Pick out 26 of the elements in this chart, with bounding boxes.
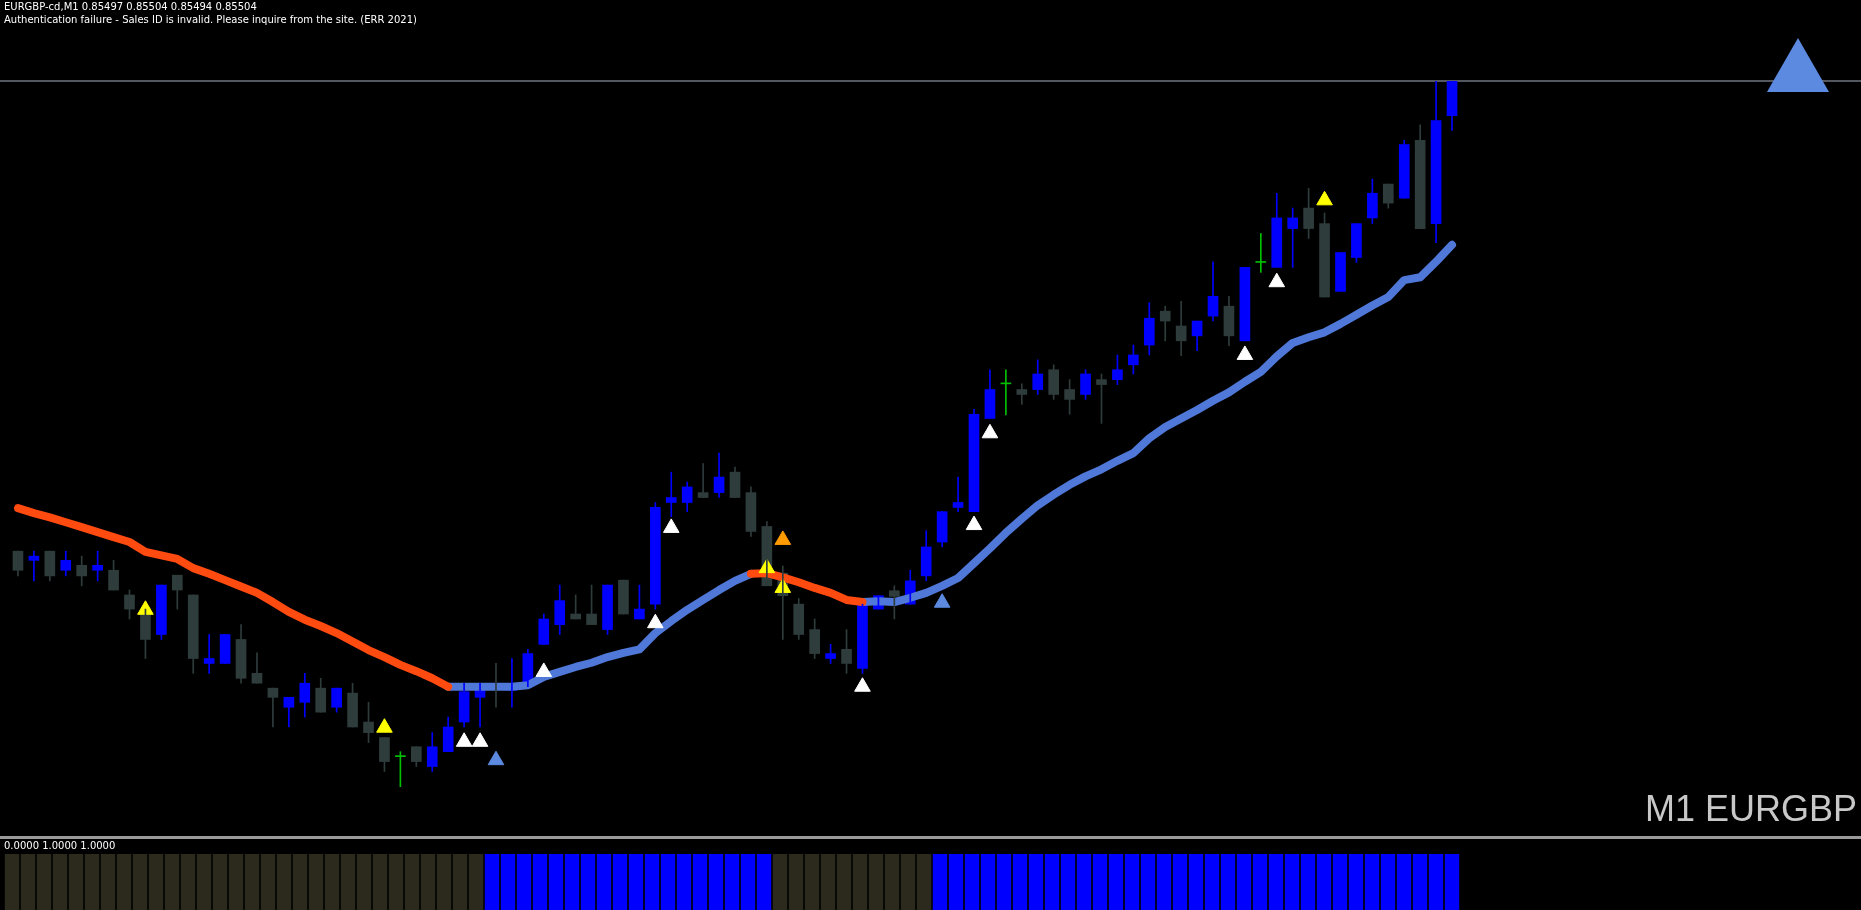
candlestick [665, 471, 677, 517]
candlestick [1016, 383, 1028, 405]
point [774, 530, 792, 545]
point [487, 750, 505, 766]
candlestick [219, 634, 231, 664]
point [662, 518, 680, 533]
point [535, 662, 553, 677]
point [1236, 345, 1254, 360]
text: M1 EURGBP [1644, 788, 1857, 830]
chart-title: EURGBP-cd,M1 0.85497 0.85504 0.85494 0.85504 [4, 1, 257, 12]
point [854, 677, 871, 692]
candlestick [203, 634, 215, 674]
point [471, 732, 489, 747]
chart-title: 0.0000 1.0000 1.0000 [4, 840, 116, 851]
point [455, 732, 473, 747]
candlestick [1255, 233, 1267, 273]
point [933, 593, 951, 608]
point [1268, 272, 1286, 288]
point [965, 515, 983, 531]
point [376, 718, 393, 733]
chart-subtitle: Authentication failure - Sales ID is invalid. Please inquire from the site. (ERR 2021) [4, 14, 417, 25]
point [647, 613, 664, 629]
candlestick [1239, 267, 1251, 342]
point [1316, 190, 1333, 206]
point [137, 600, 154, 615]
point [981, 423, 999, 439]
